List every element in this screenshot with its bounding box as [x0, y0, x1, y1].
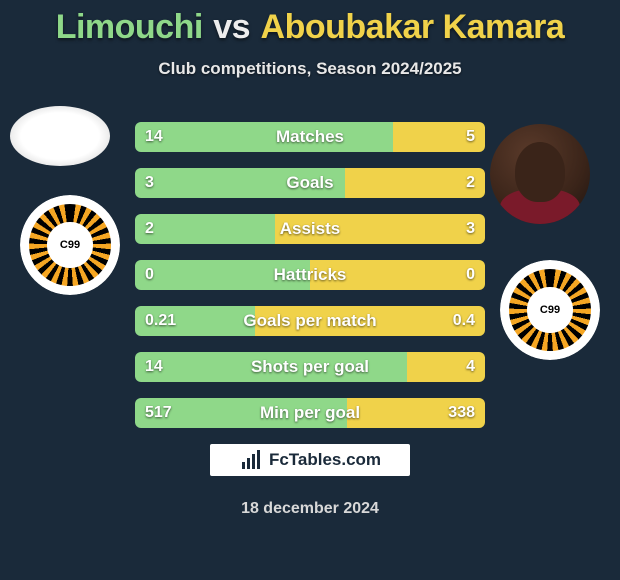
club-badge-icon: C99 — [20, 195, 120, 295]
club-badge-text: C99 — [527, 287, 572, 332]
stat-row: Shots per goal144 — [135, 352, 485, 382]
stat-bar-player1 — [135, 122, 393, 152]
player1-avatar — [10, 106, 110, 166]
snapshot-date: 18 december 2024 — [0, 500, 620, 518]
stat-bar-player2 — [393, 122, 485, 152]
player2-face — [490, 124, 590, 224]
stat-bar-player2 — [310, 260, 485, 290]
stat-row: Matches145 — [135, 122, 485, 152]
comparison-title: Limouchi vs Aboubakar Kamara — [0, 0, 620, 47]
stat-bar-player1 — [135, 168, 345, 198]
stat-row: Goals per match0.210.4 — [135, 306, 485, 336]
stats-comparison-chart: Matches145 Goals32 Assists23 Hattricks00 Goa… — [135, 122, 485, 444]
club-badge-icon: C99 — [500, 260, 600, 360]
stat-row: Hattricks00 — [135, 260, 485, 290]
player2-name: Aboubakar Kamara — [261, 8, 565, 46]
stat-row: Assists23 — [135, 214, 485, 244]
vs-label: vs — [213, 8, 250, 46]
bar-chart-icon — [239, 448, 263, 472]
stat-row: Min per goal517338 — [135, 398, 485, 428]
player1-name: Limouchi — [56, 8, 203, 46]
player1-club-badge: C99 — [20, 195, 120, 295]
stat-bar-player1 — [135, 260, 310, 290]
stat-bar-player1 — [135, 352, 407, 382]
player2-avatar — [490, 124, 590, 224]
stat-bar-player1 — [135, 398, 347, 428]
player2-club-badge: C99 — [500, 260, 600, 360]
stat-bar-player1 — [135, 306, 255, 336]
stat-row: Goals32 — [135, 168, 485, 198]
site-logo: FcTables.com — [210, 444, 410, 476]
season-subtitle: Club competitions, Season 2024/2025 — [0, 59, 620, 79]
club-badge-text: C99 — [47, 222, 92, 267]
stat-bar-player2 — [347, 398, 485, 428]
stat-bar-player2 — [407, 352, 485, 382]
stat-bar-player2 — [275, 214, 485, 244]
stat-bar-player2 — [345, 168, 485, 198]
stat-bar-player1 — [135, 214, 275, 244]
stat-bar-player2 — [255, 306, 485, 336]
site-name: FcTables.com — [269, 450, 381, 470]
